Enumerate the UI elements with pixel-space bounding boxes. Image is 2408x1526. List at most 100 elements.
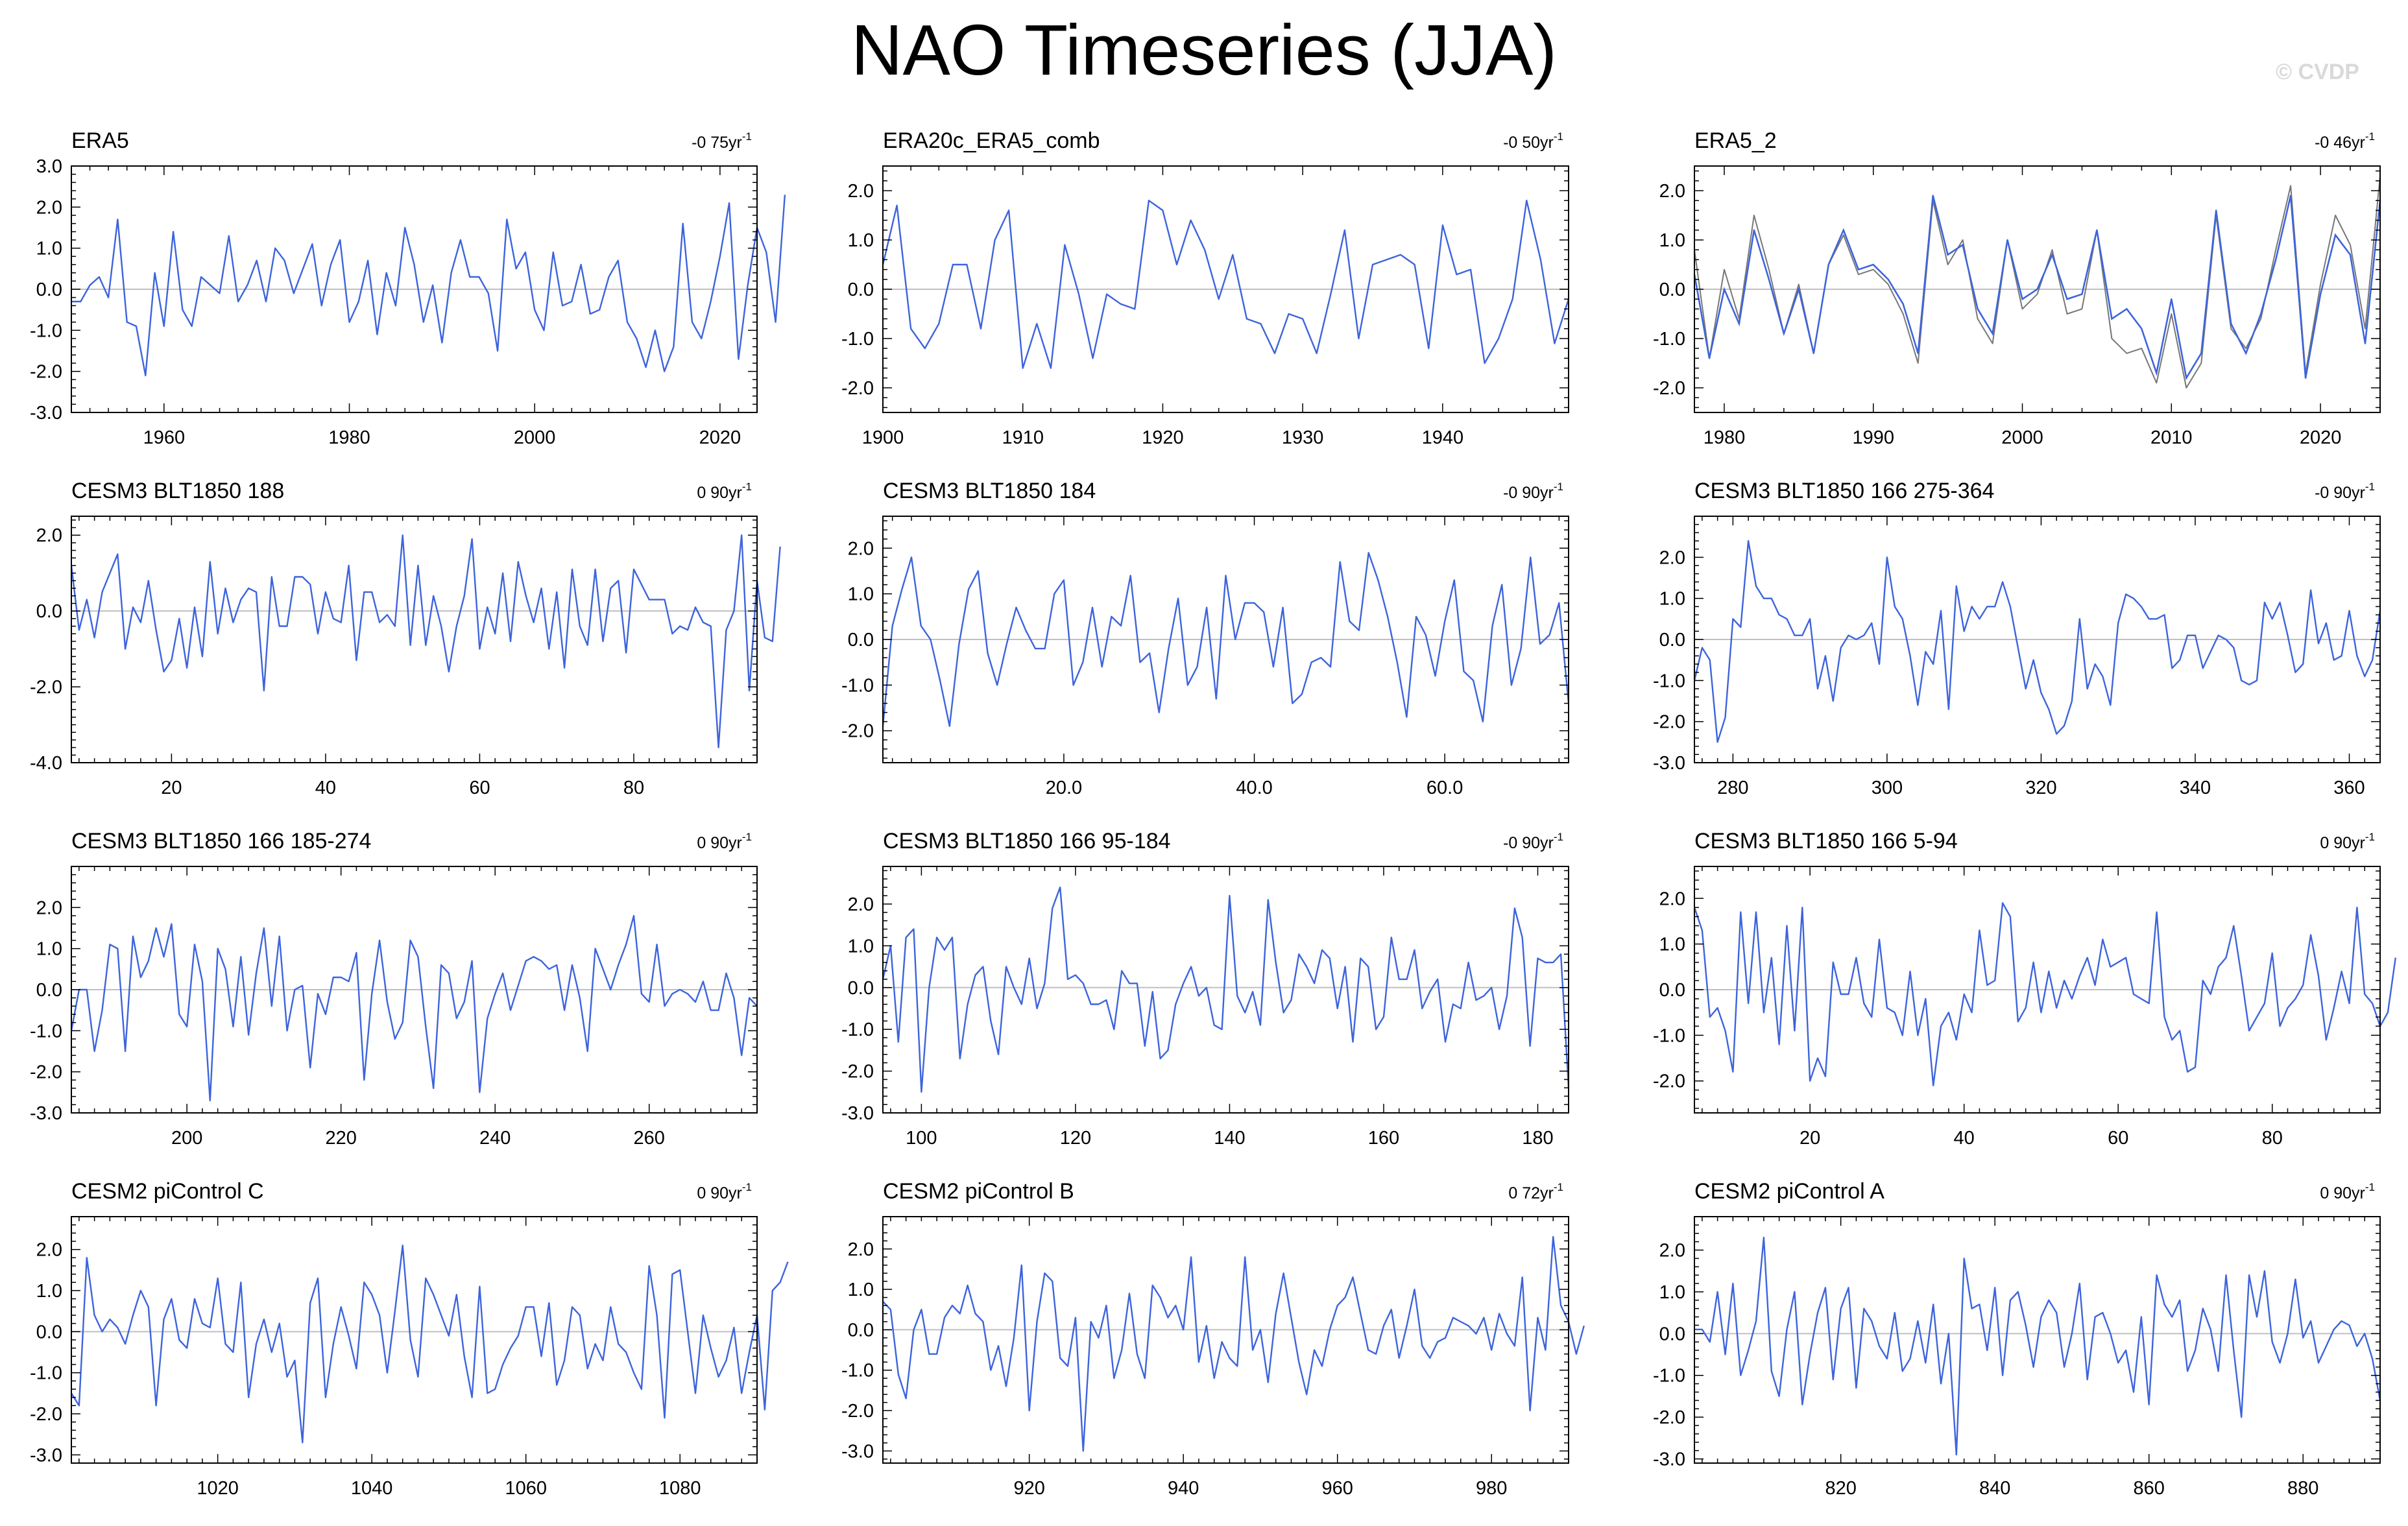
- y-tick-label: 1.0: [36, 939, 62, 960]
- y-tick-label: -2.0: [1653, 378, 1685, 399]
- x-tick-label: 980: [1476, 1478, 1507, 1499]
- chart-panel: CESM2 piControl C 0 90yr-1 -3.0 -2.0 -1.0 0.0…: [30, 1179, 789, 1499]
- plot-frame: [882, 866, 1569, 1114]
- trend-exponent: -1: [742, 481, 752, 493]
- series-line: [1693, 540, 2381, 743]
- y-tick-label: 3.0: [36, 156, 62, 177]
- y-tick-label: 0.0: [1659, 1324, 1685, 1344]
- cvdp-watermark: © CVDP: [2276, 60, 2359, 84]
- y-tick-label: 1.0: [848, 584, 874, 605]
- x-tick-label: 20: [161, 778, 182, 798]
- y-tick-label: -2.0: [30, 1404, 62, 1425]
- x-tick-label: 1940: [1422, 427, 1464, 448]
- x-tick-label: 140: [1214, 1128, 1245, 1149]
- chart-title: CESM3 BLT1850 166 185-274: [71, 829, 371, 853]
- trend-exponent: -1: [1554, 831, 1563, 843]
- y-tick-label: 2.0: [1659, 547, 1685, 568]
- trend-value: 0 90yr: [697, 484, 741, 502]
- y-tick-label: -2.0: [30, 362, 62, 383]
- trend-label: -0 46yr-1: [2315, 130, 2375, 152]
- y-tick-label: -2.0: [1653, 1071, 1685, 1092]
- y-tick-label: 1.0: [1659, 935, 1685, 955]
- y-tick-label: 0.0: [1659, 980, 1685, 1001]
- y-tick-label: 1.0: [848, 230, 874, 251]
- x-tick-label: 1080: [659, 1478, 701, 1499]
- series-line: [71, 195, 786, 377]
- x-tick-label: 960: [1322, 1478, 1353, 1499]
- x-tick-label: 1980: [328, 427, 370, 448]
- trend-value: 0 90yr: [697, 1184, 741, 1202]
- y-tick-label: 1.0: [1659, 1282, 1685, 1303]
- trend-value: -0 90yr: [1503, 834, 1554, 852]
- x-tick-label: 1020: [197, 1478, 239, 1499]
- x-tick-label: 360: [2333, 778, 2365, 798]
- x-tick-label: 880: [2287, 1478, 2318, 1499]
- chart-title: CESM3 BLT1850 166 275-364: [1694, 479, 1994, 503]
- trend-value: 0 90yr: [2320, 834, 2365, 852]
- x-tick-label: 100: [906, 1128, 937, 1149]
- x-tick-label: 1060: [505, 1478, 547, 1499]
- chart-panel: CESM3 BLT1850 184 -0 90yr-1 -2.0 -1.0 0.0 1.0…: [841, 479, 1570, 798]
- y-tick-label: 2.0: [36, 197, 62, 218]
- x-tick-label: 2020: [699, 427, 741, 448]
- y-tick-label: -4.0: [30, 753, 62, 774]
- trend-label: -0 50yr-1: [1503, 130, 1563, 152]
- x-tick-label: 120: [1060, 1128, 1091, 1149]
- y-tick-label: -2.0: [1653, 712, 1685, 733]
- x-tick-label: 80: [2262, 1128, 2283, 1149]
- chart-panel: CESM3 BLT1850 166 95-184 -0 90yr-1 -3.0 -2.…: [841, 829, 1570, 1149]
- y-tick-label: 2.0: [1659, 888, 1685, 909]
- x-tick-label: 840: [1979, 1478, 2010, 1499]
- y-tick-label: 0.0: [848, 280, 874, 300]
- chart-title: CESM3 BLT1850 166 95-184: [883, 829, 1171, 853]
- y-tick-label: 0.0: [848, 630, 874, 650]
- series-line: [1694, 1236, 2381, 1456]
- chart-title: CESM3 BLT1850 166 5-94: [1694, 829, 1958, 853]
- reference-series-line: [1694, 176, 2381, 388]
- chart-title: CESM2 piControl A: [1694, 1179, 1884, 1204]
- y-tick-label: -3.0: [30, 1103, 62, 1124]
- plot-frame: [71, 1216, 758, 1464]
- y-tick-label: -2.0: [841, 1401, 874, 1422]
- x-tick-label: 220: [325, 1128, 356, 1149]
- y-tick-label: -1.0: [1653, 1025, 1685, 1046]
- trend-exponent: -1: [742, 831, 752, 843]
- trend-exponent: -1: [1554, 481, 1563, 493]
- y-tick-label: 1.0: [848, 1280, 874, 1300]
- trend-exponent: -1: [1554, 1181, 1563, 1193]
- y-tick-label: -2.0: [841, 378, 874, 399]
- x-tick-label: 60: [469, 778, 490, 798]
- x-tick-label: 860: [2134, 1478, 2165, 1499]
- x-tick-label: 20.0: [1046, 778, 1082, 798]
- trend-exponent: -1: [2365, 481, 2375, 493]
- y-tick-label: 1.0: [36, 1281, 62, 1302]
- trend-value: 0 72yr: [1508, 1184, 1553, 1202]
- plot-frame: [71, 516, 758, 763]
- y-tick-label: -1.0: [1653, 329, 1685, 350]
- x-tick-label: 1960: [143, 427, 186, 448]
- chart-title: ERA5_2: [1694, 128, 1777, 153]
- trend-label: 0 90yr-1: [697, 1181, 752, 1202]
- trend-exponent: -1: [2365, 831, 2375, 843]
- y-tick-label: 0.0: [1659, 280, 1685, 300]
- y-tick-label: 0.0: [848, 1320, 874, 1341]
- series-line: [70, 534, 781, 748]
- y-tick-label: 2.0: [36, 525, 62, 546]
- y-tick-label: -1.0: [1653, 671, 1685, 691]
- x-tick-label: 2010: [2150, 427, 2193, 448]
- trend-exponent: -1: [2365, 130, 2375, 143]
- x-tick-label: 2000: [514, 427, 556, 448]
- trend-label: 0 90yr-1: [2320, 831, 2375, 852]
- x-tick-label: 180: [1522, 1128, 1553, 1149]
- trend-value: -0 90yr: [2315, 484, 2365, 502]
- y-tick-label: -3.0: [841, 1103, 874, 1124]
- y-tick-label: 0.0: [848, 978, 874, 999]
- y-tick-label: -3.0: [30, 1445, 62, 1466]
- x-tick-label: 260: [634, 1128, 665, 1149]
- chart-panel: ERA5 -0 75yr-1 -3.0 -2.0 -1.0 0.0 1.0 2.0 3.0 196…: [30, 128, 786, 448]
- y-tick-label: -2.0: [841, 721, 874, 742]
- chart-title: CESM2 piControl C: [71, 1179, 264, 1204]
- y-tick-label: 2.0: [1659, 181, 1685, 202]
- y-tick-label: 0.0: [36, 980, 62, 1001]
